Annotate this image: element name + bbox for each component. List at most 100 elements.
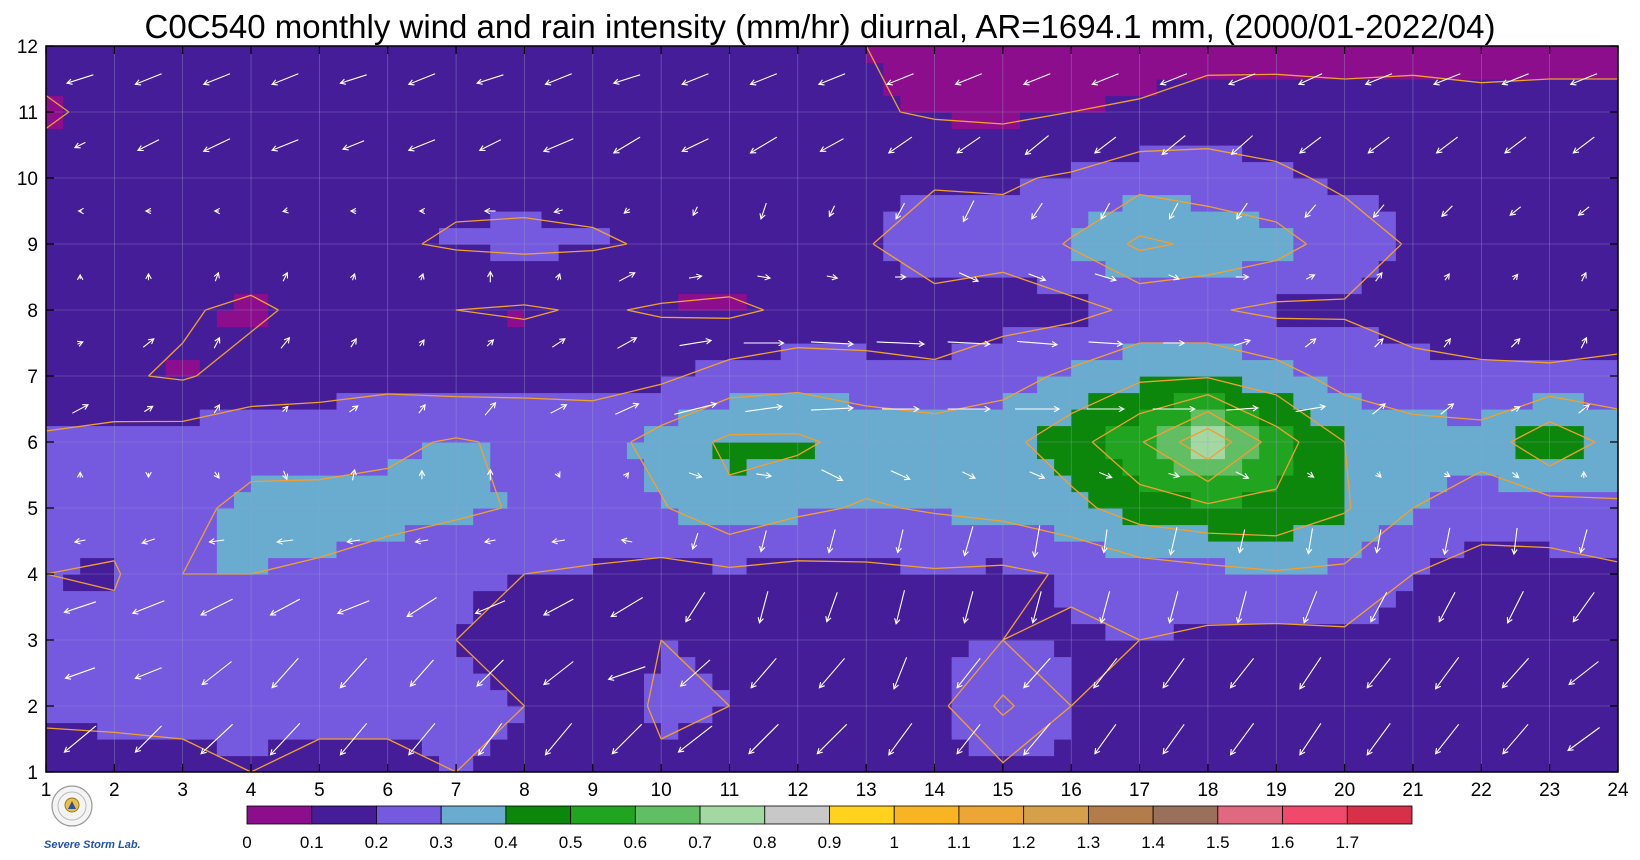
contour-cell: [353, 178, 372, 196]
contour-cell: [746, 508, 765, 526]
contour-cell: [439, 310, 457, 328]
contour-cell: [1173, 557, 1192, 575]
contour-cell: [558, 475, 577, 493]
contour-cell: [97, 62, 115, 80]
contour-cell: [199, 722, 218, 740]
contour-cell: [1088, 590, 1106, 608]
contour-cell: [729, 656, 748, 674]
contour-cell: [251, 112, 269, 130]
contour-cell: [678, 128, 696, 146]
contour-cell: [1019, 376, 1038, 394]
contour-cell: [251, 310, 269, 328]
contour-cell: [46, 656, 64, 674]
contour-cell: [1498, 689, 1517, 707]
contour-cell: [1190, 46, 1209, 64]
contour-cell: [251, 508, 269, 526]
contour-cell: [1037, 491, 1055, 509]
contour-cell: [1532, 46, 1551, 64]
wind-arrow: [1501, 73, 1529, 86]
contour-cell: [456, 310, 474, 328]
contour-cell: [97, 161, 115, 179]
contour-cell: [866, 739, 884, 757]
contour-cell: [439, 326, 457, 344]
contour-cell: [985, 161, 1004, 179]
contour-cell: [1019, 392, 1038, 410]
contour-cell: [1156, 656, 1175, 674]
contour-cell: [387, 590, 406, 608]
contour-cell: [1447, 260, 1465, 278]
contour-cell: [1430, 574, 1448, 592]
contour-cell: [1002, 425, 1021, 443]
contour-cell: [439, 442, 457, 460]
contour-cell: [182, 574, 201, 592]
contour-cell: [1464, 557, 1482, 575]
contour-cell: [575, 508, 594, 526]
contour-cell: [1378, 112, 1397, 130]
contour-cell: [165, 689, 184, 707]
contour-cell: [1293, 376, 1312, 394]
contour-cell: [439, 623, 457, 641]
wind-arrow: [1093, 657, 1118, 689]
contour-cell: [1378, 244, 1397, 262]
contour-cell: [729, 95, 748, 113]
contour-cell: [644, 244, 662, 262]
contour-cell: [1395, 95, 1414, 113]
wind-arrow: [810, 405, 855, 412]
contour-cell: [934, 673, 953, 691]
contour-cell: [1310, 491, 1329, 509]
contour-cell: [814, 161, 833, 179]
contour-cell: [1156, 491, 1175, 509]
contour-cell: [490, 359, 508, 377]
contour-cell: [1259, 310, 1277, 328]
contour-cell: [131, 524, 150, 542]
contour-cell: [507, 491, 526, 509]
contour-cell: [780, 178, 799, 196]
contour-cell: [1395, 524, 1414, 542]
contour-cell: [285, 508, 303, 526]
contour-cell: [114, 524, 133, 542]
contour-cell: [1139, 739, 1158, 757]
wind-arrow: [1370, 592, 1388, 623]
contour-cell: [404, 640, 423, 658]
contour-cell: [404, 211, 423, 229]
contour-cell: [1037, 293, 1055, 311]
contour-cell: [1498, 722, 1517, 740]
contour-cell: [1464, 194, 1482, 212]
contour-cell: [1498, 95, 1517, 113]
contour-cell: [1310, 524, 1329, 542]
contour-cell: [1395, 607, 1414, 625]
contour-cell: [609, 293, 628, 311]
contour-cell: [985, 211, 1004, 229]
contour-cell: [866, 607, 884, 625]
contour-cell: [1293, 260, 1312, 278]
contour-cell: [524, 409, 543, 427]
contour-cell: [1242, 623, 1260, 641]
contour-cell: [746, 640, 765, 658]
wind-arrow: [336, 600, 370, 615]
contour-cell: [46, 508, 64, 526]
contour-cell: [370, 557, 389, 575]
contour-cell: [1225, 706, 1243, 724]
contour-cell: [302, 128, 320, 146]
contour-cell: [1276, 590, 1294, 608]
contour-cell: [1002, 524, 1021, 542]
contour-cell: [1037, 227, 1055, 245]
contour-cell: [1549, 277, 1568, 295]
contour-cell: [336, 343, 355, 361]
contour-line: [46, 46, 1618, 381]
contour-cell: [1225, 541, 1243, 559]
contour-cell: [1583, 739, 1602, 757]
contour-cell: [814, 722, 833, 740]
contour-cell: [131, 425, 150, 443]
contour-cell: [97, 442, 115, 460]
contour-cell: [1310, 623, 1329, 641]
contour-cell: [951, 574, 970, 592]
contour-cell: [490, 343, 508, 361]
contour-cell: [1071, 656, 1089, 674]
contour-cell: [1173, 689, 1192, 707]
contour-cell: [1276, 211, 1294, 229]
contour-cell: [746, 574, 765, 592]
contour-cell: [1071, 310, 1089, 328]
contour-cell: [1225, 491, 1243, 509]
contour-cell: [883, 739, 901, 757]
